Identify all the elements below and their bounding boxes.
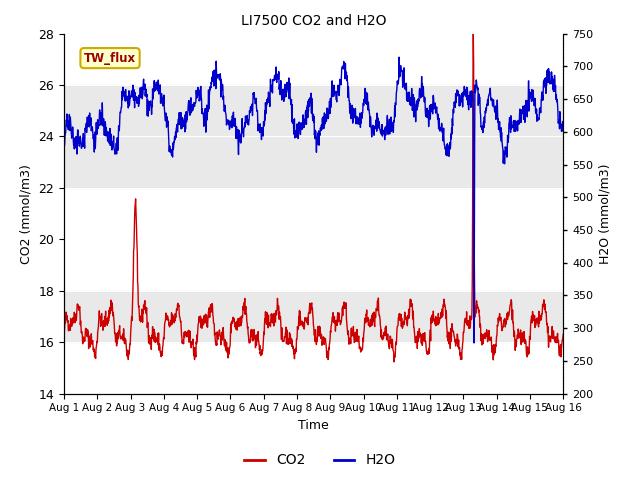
Y-axis label: CO2 (mmol/m3): CO2 (mmol/m3) <box>20 164 33 264</box>
Legend: CO2, H2O: CO2, H2O <box>239 448 401 473</box>
Bar <box>64 291 563 342</box>
Y-axis label: H2O (mmol/m3): H2O (mmol/m3) <box>599 163 612 264</box>
Text: TW_flux: TW_flux <box>84 51 136 65</box>
Title: LI7500 CO2 and H2O: LI7500 CO2 and H2O <box>241 14 387 28</box>
X-axis label: Time: Time <box>298 419 329 432</box>
Bar <box>64 85 563 188</box>
